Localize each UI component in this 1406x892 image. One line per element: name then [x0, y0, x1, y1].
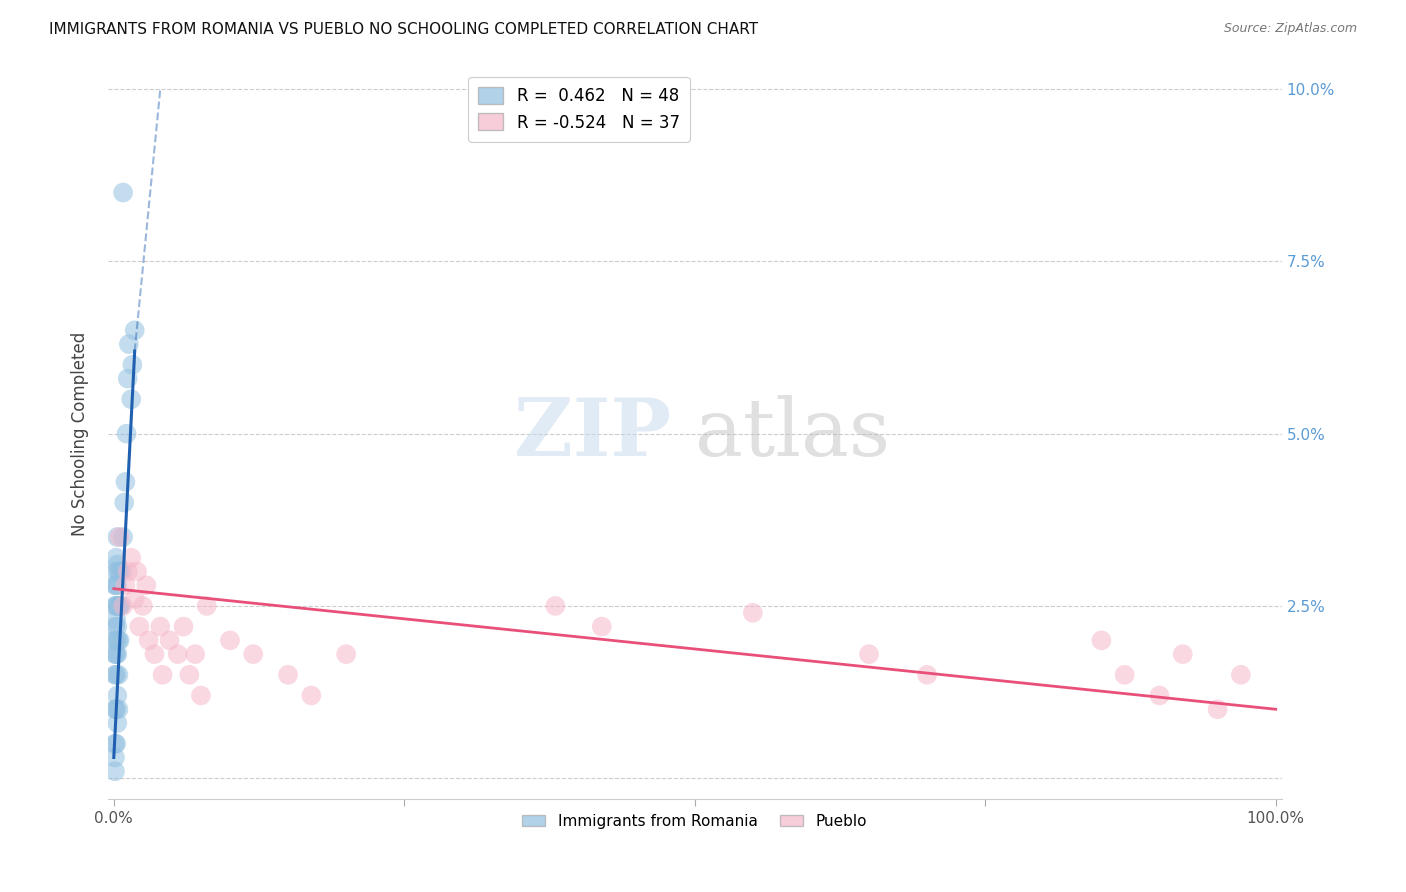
Point [105, 702, 128, 716]
Point [105, 613, 128, 627]
Point [544, 599, 567, 613]
Point [105, 578, 128, 592]
Point [107, 702, 129, 716]
Point [915, 668, 938, 682]
Point [104, 668, 127, 682]
Point [159, 633, 181, 648]
Point [118, 337, 141, 351]
Point [112, 599, 135, 613]
Point [195, 599, 218, 613]
Text: Source: ZipAtlas.com: Source: ZipAtlas.com [1223, 22, 1357, 36]
Point [1230, 668, 1253, 682]
Point [105, 668, 128, 682]
Point [105, 689, 128, 703]
Point [184, 647, 207, 661]
Point [219, 633, 242, 648]
Point [166, 647, 188, 661]
Y-axis label: No Schooling Completed: No Schooling Completed [72, 332, 89, 536]
Point [104, 702, 127, 716]
Point [121, 358, 143, 372]
Point [105, 558, 128, 572]
Point [152, 668, 174, 682]
Point [277, 668, 299, 682]
Point [335, 647, 357, 661]
Point [1206, 702, 1229, 716]
Point [143, 647, 166, 661]
Point [124, 323, 146, 337]
Point [108, 633, 131, 648]
Point [105, 599, 128, 613]
Point [120, 550, 142, 565]
Point [135, 578, 157, 592]
Point [105, 599, 128, 613]
Point [105, 530, 128, 544]
Point [104, 578, 127, 592]
Point [858, 647, 880, 661]
Point [108, 530, 131, 544]
Point [104, 599, 127, 613]
Point [173, 619, 195, 633]
Text: atlas: atlas [695, 394, 890, 473]
Point [104, 764, 127, 779]
Point [115, 426, 138, 441]
Point [104, 737, 127, 751]
Point [112, 530, 135, 544]
Point [105, 550, 128, 565]
Text: ZIP: ZIP [515, 394, 671, 473]
Point [138, 633, 160, 648]
Point [112, 495, 135, 509]
Point [105, 647, 128, 661]
Point [1090, 633, 1112, 648]
Point [591, 619, 613, 633]
Point [105, 716, 128, 731]
Point [117, 565, 139, 579]
Point [125, 565, 148, 579]
Point [124, 592, 146, 607]
Point [105, 737, 128, 751]
Point [105, 633, 128, 648]
Point [114, 475, 136, 489]
Point [1171, 647, 1194, 661]
Point [105, 647, 128, 661]
Point [128, 619, 150, 633]
Point [104, 750, 127, 764]
Text: IMMIGRANTS FROM ROMANIA VS PUEBLO NO SCHOOLING COMPLETED CORRELATION CHART: IMMIGRANTS FROM ROMANIA VS PUEBLO NO SCH… [49, 22, 758, 37]
Point [114, 578, 136, 592]
Point [1114, 668, 1136, 682]
Point [104, 619, 127, 633]
Point [120, 392, 142, 407]
Point [179, 668, 201, 682]
Point [108, 599, 131, 613]
Point [110, 599, 132, 613]
Point [132, 599, 155, 613]
Point [108, 565, 131, 579]
Point [299, 689, 322, 703]
Point [107, 668, 129, 682]
Point [104, 633, 127, 648]
Point [1149, 689, 1171, 703]
Point [190, 689, 212, 703]
Point [105, 565, 128, 579]
Legend: Immigrants from Romania, Pueblo: Immigrants from Romania, Pueblo [516, 808, 873, 835]
Point [242, 647, 264, 661]
Point [149, 619, 172, 633]
Point [105, 578, 128, 592]
Point [104, 647, 127, 661]
Point [112, 186, 135, 200]
Point [111, 565, 134, 579]
Point [107, 633, 129, 648]
Point [105, 619, 128, 633]
Point [741, 606, 763, 620]
Point [107, 599, 129, 613]
Point [117, 371, 139, 385]
Point [107, 565, 129, 579]
